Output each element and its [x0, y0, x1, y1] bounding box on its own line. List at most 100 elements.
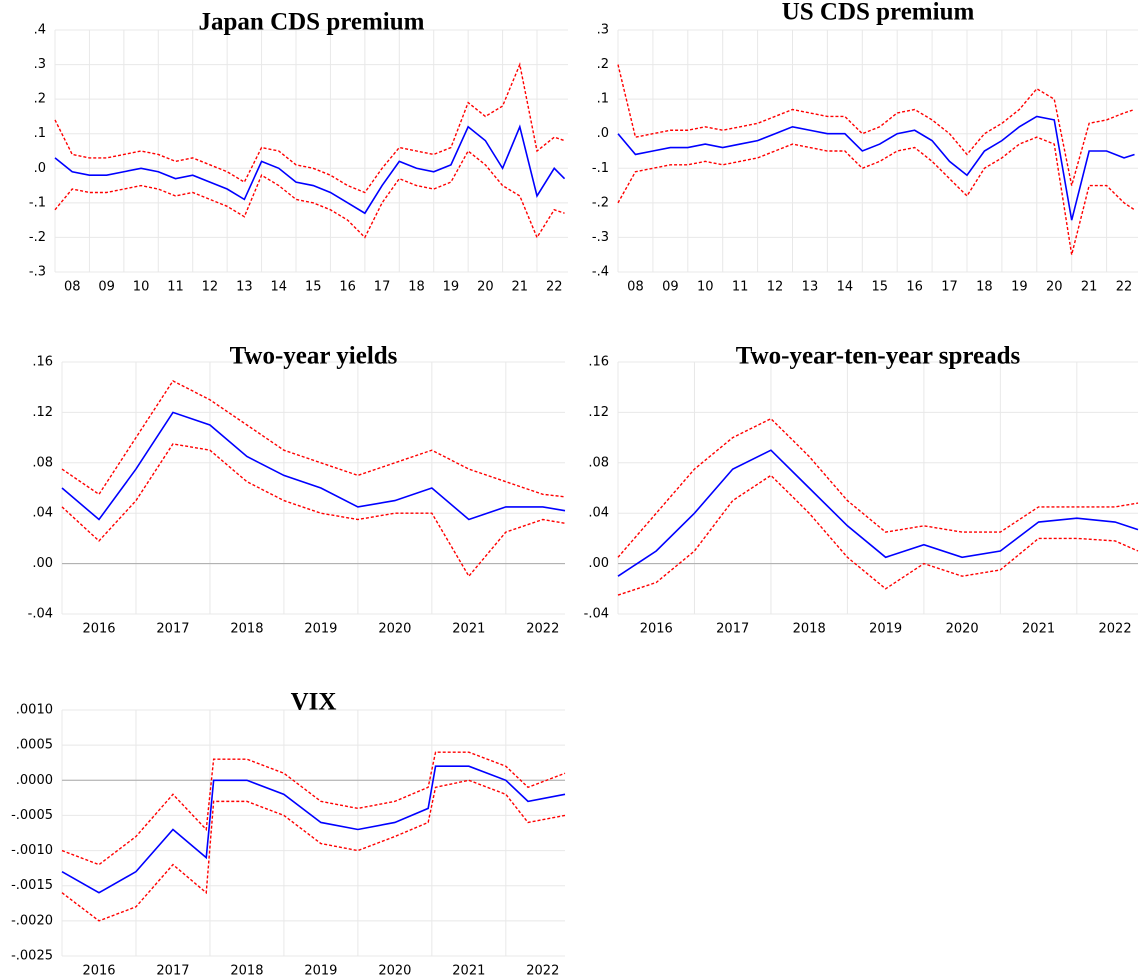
- x-tick-label: 2016: [640, 622, 673, 637]
- y-tick-label: -.04: [28, 607, 53, 622]
- x-tick-label: 14: [271, 280, 288, 295]
- band-line: [617, 136, 1135, 255]
- estimate-line: [617, 115, 1135, 221]
- y-tick-label: -.0025: [11, 949, 53, 964]
- y-tick-label: .04: [588, 506, 609, 521]
- y-tick-label: .2: [597, 57, 609, 72]
- y-tick-label: -.04: [584, 607, 609, 622]
- x-tick-label: 2019: [304, 964, 337, 976]
- band-line: [54, 149, 565, 239]
- x-tick-label: 11: [732, 280, 749, 295]
- x-tick-label: 2016: [82, 964, 115, 976]
- y-tick-label: .04: [32, 506, 53, 521]
- x-tick-label: 2020: [946, 622, 979, 637]
- y-tick-label: -.1: [29, 195, 46, 210]
- band-line: [617, 417, 1139, 558]
- estimate-line: [61, 765, 566, 894]
- x-tick-label: 09: [98, 280, 115, 295]
- x-tick-label: 2017: [156, 622, 189, 637]
- x-tick-label: 21: [1081, 280, 1098, 295]
- chart-title: Two-year yields: [230, 343, 398, 370]
- band-line: [617, 64, 1135, 186]
- x-tick-label: 11: [167, 280, 184, 295]
- x-tick-label: 14: [837, 280, 854, 295]
- x-tick-label: 19: [443, 280, 460, 295]
- y-tick-label: -.0015: [11, 878, 53, 893]
- y-tick-label: .4: [34, 23, 46, 38]
- x-tick-label: 13: [802, 280, 819, 295]
- chart-title: US CDS premium: [782, 0, 975, 26]
- x-tick-label: 08: [627, 280, 644, 295]
- y-tick-label: .2: [34, 92, 46, 107]
- band-line: [61, 779, 566, 922]
- y-tick-label: .1: [597, 92, 609, 107]
- x-tick-label: 2016: [82, 622, 115, 637]
- y-tick-label: .0: [597, 126, 609, 141]
- x-tick-label: 12: [202, 280, 219, 295]
- chart-title: Japan CDS premium: [199, 9, 425, 36]
- y-tick-label: -.3: [592, 230, 609, 245]
- y-tick-label: -.3: [29, 265, 46, 280]
- x-tick-label: 17: [374, 280, 391, 295]
- y-tick-label: .0: [34, 161, 46, 176]
- x-tick-label: 2021: [452, 964, 485, 976]
- x-tick-label: 2017: [716, 622, 749, 637]
- band-line: [54, 62, 565, 194]
- x-tick-label: 2021: [452, 622, 485, 637]
- x-tick-label: 2019: [869, 622, 902, 637]
- y-tick-label: .00: [588, 556, 609, 571]
- band-line: [61, 443, 566, 578]
- x-tick-label: 2019: [304, 622, 337, 637]
- x-tick-label: 15: [305, 280, 322, 295]
- x-tick-label: 20: [1046, 280, 1063, 295]
- x-tick-label: 2018: [230, 622, 263, 637]
- x-tick-label: 18: [408, 280, 425, 295]
- x-tick-label: 2022: [526, 622, 559, 637]
- y-tick-label: .08: [32, 455, 53, 470]
- x-tick-label: 2020: [378, 622, 411, 637]
- y-tick-label: .16: [32, 355, 53, 370]
- x-tick-label: 19: [1011, 280, 1028, 295]
- chart-title: VIX: [291, 689, 337, 716]
- x-tick-label: 22: [1116, 280, 1133, 295]
- y-tick-label: .12: [588, 405, 609, 420]
- y-tick-label: .1: [34, 126, 46, 141]
- y-tick-label: .00: [32, 556, 53, 571]
- x-tick-label: 18: [976, 280, 993, 295]
- y-tick-label: -.4: [592, 265, 609, 280]
- y-tick-label: .12: [32, 405, 53, 420]
- x-tick-label: 2021: [1022, 622, 1055, 637]
- x-tick-label: 17: [941, 280, 958, 295]
- x-tick-label: 10: [133, 280, 150, 295]
- chart-title: Two-year-ten-year spreads: [736, 343, 1021, 370]
- x-tick-label: 12: [767, 280, 784, 295]
- y-tick-label: -.0005: [11, 808, 53, 823]
- x-tick-label: 2018: [793, 622, 826, 637]
- x-tick-label: 13: [236, 280, 253, 295]
- x-tick-label: 08: [64, 280, 81, 295]
- x-tick-label: 09: [662, 280, 679, 295]
- estimate-line: [54, 124, 566, 215]
- y-tick-label: -.0020: [11, 913, 53, 928]
- y-tick-label: .3: [597, 23, 609, 38]
- estimate-line: [617, 449, 1139, 577]
- y-tick-label: .3: [34, 57, 46, 72]
- x-tick-label: 2017: [156, 964, 189, 976]
- band-line: [61, 379, 566, 498]
- x-tick-label: 2022: [526, 964, 559, 976]
- y-tick-label: .0010: [16, 703, 53, 718]
- x-tick-label: 21: [512, 280, 529, 295]
- x-tick-label: 20: [477, 280, 494, 295]
- x-tick-label: 16: [339, 280, 356, 295]
- x-tick-label: 2020: [378, 964, 411, 976]
- x-tick-label: 15: [871, 280, 888, 295]
- x-tick-label: 10: [697, 280, 714, 295]
- y-tick-label: .0000: [16, 773, 53, 788]
- x-tick-label: 16: [906, 280, 923, 295]
- y-tick-label: -.0010: [11, 843, 53, 858]
- x-tick-label: 22: [546, 280, 563, 295]
- x-tick-label: 2022: [1099, 622, 1132, 637]
- estimate-line: [61, 411, 566, 521]
- y-tick-label: .08: [588, 455, 609, 470]
